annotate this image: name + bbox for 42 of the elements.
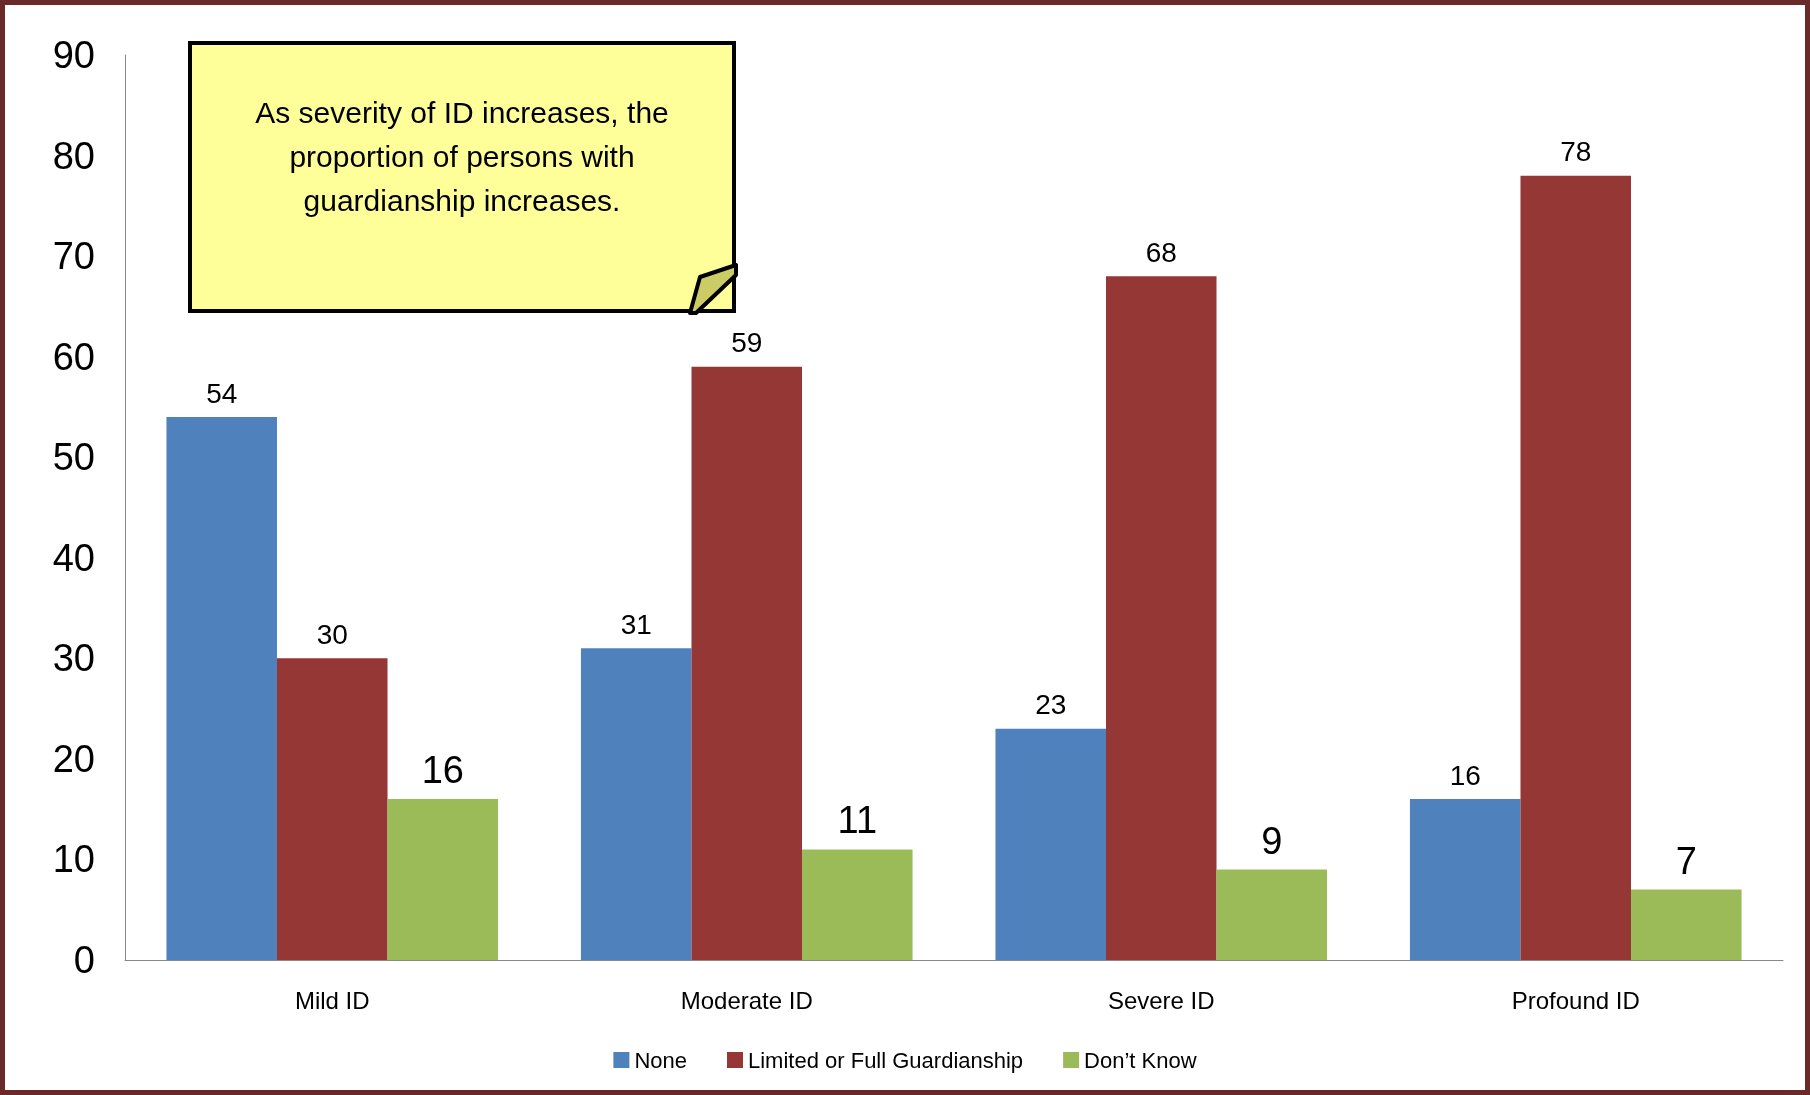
- bar: [1216, 869, 1328, 960]
- data-label: 16: [421, 749, 464, 792]
- bar: [1520, 175, 1632, 960]
- y-tick-label: 30: [52, 637, 95, 680]
- y-tick-label: 90: [52, 34, 95, 76]
- annotation: As severity of ID increases, the proportion of persons with guardianship increases.: [254, 95, 670, 219]
- bar: [387, 799, 499, 960]
- data-label: 78: [1560, 136, 1592, 168]
- data-label: 11: [837, 799, 878, 842]
- bar: [166, 417, 277, 960]
- bar: [995, 728, 1106, 960]
- y-tick-label: 20: [52, 737, 95, 780]
- x-tick-label: Severe ID: [1107, 986, 1215, 1014]
- bar: [276, 658, 388, 960]
- bar: [1105, 276, 1217, 960]
- legend-label: Limited or Full Guardianship: [747, 1047, 1024, 1073]
- bar: [1631, 889, 1742, 960]
- data-label: 54: [206, 377, 238, 409]
- y-tick-label: 80: [52, 134, 95, 177]
- data-label: 7: [1675, 839, 1697, 882]
- bar: [691, 366, 803, 960]
- x-tick-label: Profound ID: [1511, 986, 1640, 1014]
- y-tick-label: 60: [52, 335, 95, 378]
- data-label: 30: [316, 618, 348, 650]
- y-tick-label: 40: [52, 536, 95, 579]
- data-label: 59: [731, 327, 763, 359]
- bar: [580, 648, 692, 960]
- legend-label: None: [634, 1047, 687, 1073]
- bar: [802, 849, 913, 960]
- bar: [1409, 799, 1521, 960]
- data-label: 23: [1035, 689, 1067, 721]
- y-tick-label: 0: [73, 939, 95, 981]
- y-tick-label: 70: [52, 235, 95, 278]
- data-label: 68: [1145, 236, 1177, 268]
- x-tick-label: Mild ID: [294, 986, 370, 1014]
- x-tick-label: Moderate ID: [680, 986, 813, 1014]
- data-label: 9: [1261, 819, 1283, 862]
- legend-label: Don’t Know: [1084, 1047, 1197, 1073]
- data-label: 31: [620, 608, 652, 640]
- y-tick-label: 10: [52, 838, 95, 881]
- y-tick-label: 50: [52, 436, 95, 479]
- data-label: 16: [1449, 759, 1481, 791]
